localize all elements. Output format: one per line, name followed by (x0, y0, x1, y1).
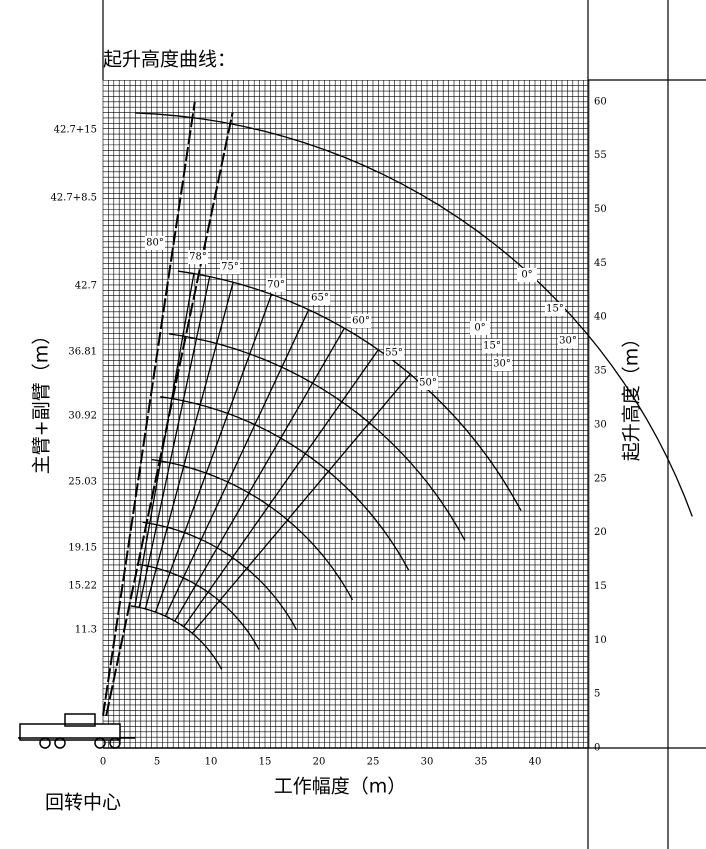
x-tick-label: 10 (205, 757, 218, 768)
label-box (310, 291, 330, 305)
jib-arc (135, 112, 693, 517)
boom-length-label: 42.7+8.5 (50, 193, 97, 204)
angle-label: 0° (521, 270, 532, 281)
y-tick-label: 60 (594, 96, 607, 107)
boom (102, 101, 196, 716)
boom-length-label: 11.3 (75, 625, 97, 636)
y-tick-label: 55 (594, 150, 607, 161)
angle-line (138, 276, 211, 608)
boom (105, 112, 234, 716)
label-box (220, 260, 240, 274)
angle-line (154, 294, 273, 613)
angle-label: 65° (311, 293, 329, 304)
boom-arc (130, 605, 223, 670)
right-axis-label: 起升高度（m） (621, 329, 643, 462)
angle-line (164, 309, 310, 617)
angle-label: 30° (493, 359, 511, 370)
title: 起升高度曲线： (103, 49, 236, 71)
y-tick-label: 15 (594, 581, 607, 592)
angle-label: 30° (559, 336, 577, 347)
boom-length-label: 30.92 (68, 411, 97, 422)
label-box (145, 236, 165, 250)
y-axis-label: 主臂+副臂（m） (31, 326, 53, 474)
label-box (384, 346, 404, 360)
y-tick-label: 5 (594, 689, 600, 700)
x-tick-label: 40 (529, 757, 542, 768)
y-tick-label: 0 (594, 743, 600, 754)
angle-label: 70° (267, 280, 285, 291)
label-box (545, 302, 565, 316)
label-box (418, 376, 438, 390)
angle-line (174, 327, 345, 622)
crane-truck (18, 713, 135, 749)
label-box (517, 268, 537, 282)
label-box (558, 334, 578, 348)
x-tick-label: 30 (421, 757, 434, 768)
angle-label: 60° (352, 316, 370, 327)
y-tick-label: 20 (594, 527, 607, 538)
x-tick-label: 5 (154, 757, 160, 768)
x-axis-label: 工作幅度（m） (274, 776, 407, 798)
y-tick-label: 35 (594, 366, 607, 377)
boom-length-label: 19.15 (68, 543, 97, 554)
boom-length-label: 42.7 (75, 281, 97, 292)
angle-label: 0° (474, 323, 485, 334)
y-tick-label: 40 (594, 312, 607, 323)
x-tick-label: 20 (313, 757, 326, 768)
x-tick-label: 25 (367, 757, 380, 768)
grid (102, 79, 590, 749)
center-label: 回转中心 (45, 792, 121, 814)
angle-label: 15° (546, 304, 564, 315)
y-tick-label: 45 (594, 258, 607, 269)
x-tick-label: 0 (100, 757, 106, 768)
angle-line (144, 282, 234, 610)
label-box (492, 357, 512, 371)
angle-label: 78° (189, 252, 207, 263)
boom-length-label: 15.22 (68, 581, 97, 592)
angle-label: 50° (419, 378, 437, 389)
y-tick-label: 25 (594, 473, 607, 484)
y-tick-label: 50 (594, 204, 607, 215)
curves (102, 101, 693, 716)
x-tick-label: 15 (259, 757, 272, 768)
label-box (482, 339, 502, 353)
angle-line (191, 373, 411, 634)
angle-line (183, 349, 379, 628)
angle-label: 75° (221, 262, 239, 273)
label-box (351, 314, 371, 328)
boom-length-label: 25.03 (68, 477, 97, 488)
label-box (470, 321, 490, 335)
angle-label: 80° (146, 238, 164, 249)
frame (102, 0, 706, 849)
angle-label: 15° (483, 341, 501, 352)
label-box (188, 250, 208, 264)
x-tick-label: 35 (475, 757, 488, 768)
y-tick-label: 10 (594, 635, 607, 646)
label-box (266, 278, 286, 292)
angle-label: 55° (385, 348, 403, 359)
boom-length-label: 42.7+15 (54, 125, 97, 136)
boom-length-label: 36.81 (68, 347, 97, 358)
y-tick-label: 30 (594, 419, 607, 430)
